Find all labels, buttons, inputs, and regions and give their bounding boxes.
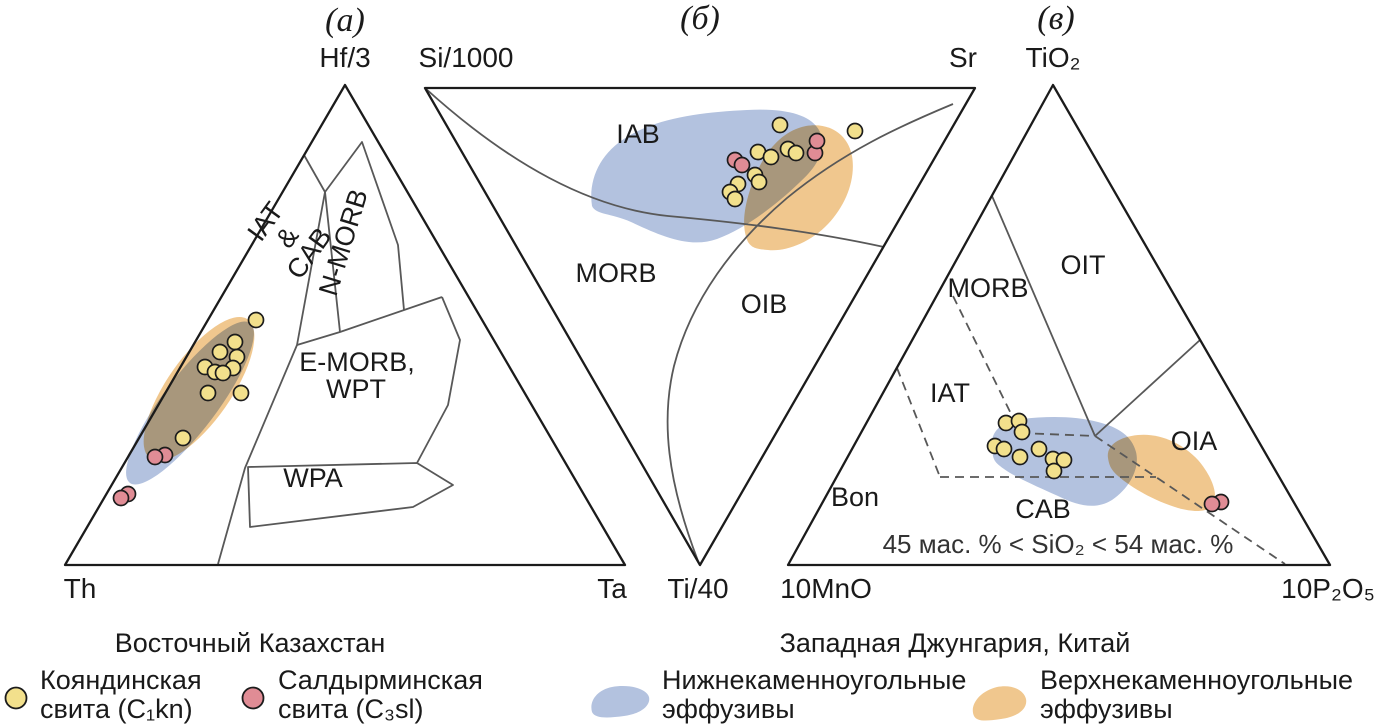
data-point xyxy=(1055,451,1073,469)
legend-swatch-kojandy-circle xyxy=(4,686,28,710)
sio2-range-note: 45 мас. % < SiO₂ < 54 мас. % xyxy=(883,529,1234,559)
axis-label-si1000: Si/1000 xyxy=(419,42,514,73)
iab-boundary-curve xyxy=(424,87,885,248)
morb-oib-boundary-curve xyxy=(666,103,954,562)
legend-label: Кояндинская xyxy=(40,665,202,695)
legend-item-lower-carboniferous: Нижнекаменноугольные эффузивы xyxy=(591,665,966,724)
data-point xyxy=(1045,462,1063,480)
data-point xyxy=(750,173,768,191)
triangle-outline-b xyxy=(423,86,977,567)
data-point xyxy=(1030,440,1048,458)
axis-label-tio2: TiO₂ xyxy=(1026,42,1081,73)
boundary-line xyxy=(324,141,405,311)
boundary-line xyxy=(416,296,461,464)
field-label-e-morb: E-MORB, xyxy=(299,347,415,377)
boundary-line xyxy=(217,191,326,565)
iat-cab-dashed-boundary xyxy=(1019,432,1096,437)
axis-label-th: Th xyxy=(64,573,97,604)
legend-label: эффузивы xyxy=(662,694,795,724)
panel-v-title: (в) xyxy=(1037,0,1074,37)
oit-oia-boundary xyxy=(1094,339,1201,437)
ternary-panel-a: (а) Hf/3 Th Ta IAT & CAB N-MORB E-MORB, … xyxy=(64,2,628,604)
data-point xyxy=(211,343,229,361)
data-points-b-saldyrma xyxy=(726,132,826,174)
data-point xyxy=(808,132,826,150)
data-point xyxy=(726,190,744,208)
triangle-outline-v xyxy=(786,83,1332,567)
field-label-cab: CAB xyxy=(1015,494,1071,524)
data-point xyxy=(733,156,751,174)
legend-label: свита (C₁kn) xyxy=(40,694,193,724)
data-point xyxy=(771,116,789,134)
ternary-panel-b: (б) Si/1000 Sr Ti/40 IAB MORB OIB xyxy=(419,0,977,604)
cab-oia-dashed-boundary xyxy=(1094,435,1286,565)
axis-label-10p2o5: 10P₂O₅ xyxy=(1281,573,1375,604)
data-point xyxy=(1203,495,1221,513)
legend-item-kojandy: Кояндинская свита (C₁kn) xyxy=(4,665,202,724)
field-label-oib: OIB xyxy=(741,289,788,319)
triangle-outline-a xyxy=(63,83,627,567)
region-title-west-junggar: Западная Джунгария, Китай xyxy=(780,628,1131,658)
data-point xyxy=(1013,423,1031,441)
data-points-v-saldyrma xyxy=(1203,493,1230,513)
legend: Кояндинская свита (C₁kn) Салдырминская с… xyxy=(4,665,1353,724)
data-points-a-kojandy xyxy=(174,311,265,447)
data-point xyxy=(214,364,232,382)
morb-iat-dashed-boundary xyxy=(952,295,1021,433)
data-point xyxy=(226,333,244,351)
field-label-morb-b: MORB xyxy=(576,258,657,288)
axis-label-ti40: Ti/40 xyxy=(667,573,728,604)
field-label-oia: OIA xyxy=(1171,426,1218,456)
data-point xyxy=(112,489,130,507)
field-label-wpt: WPT xyxy=(326,374,386,404)
legend-swatch-blue-blob xyxy=(591,686,650,718)
field-label-morb-v: MORB xyxy=(948,273,1029,303)
data-point xyxy=(146,448,164,466)
legend-label: Верхнекаменноугольные xyxy=(1040,665,1353,695)
axis-label-sr: Sr xyxy=(949,42,977,73)
field-label-wpa: WPA xyxy=(283,463,343,493)
legend-label: Салдырминская xyxy=(278,665,483,695)
panel-a-title: (а) xyxy=(325,2,365,39)
legend-label: свита (C₃sl) xyxy=(278,694,423,724)
data-points-b-kojandy xyxy=(721,116,864,208)
region-title-east-kazakhstan: Восточный Казахстан xyxy=(115,628,386,658)
boundary-line xyxy=(296,296,443,346)
data-points-a-saldyrma xyxy=(112,446,174,507)
data-points-v-kojandy xyxy=(986,412,1073,480)
legend-label: Нижнекаменноугольные xyxy=(662,665,966,695)
data-point xyxy=(762,148,780,166)
axis-label-ta: Ta xyxy=(597,573,627,604)
wpa-field-outline xyxy=(247,462,454,528)
boundary-line xyxy=(303,154,326,193)
legend-swatch-orange-blob xyxy=(972,686,1027,721)
field-label-bon: Bon xyxy=(831,482,879,512)
legend-swatch-saldyrma-circle xyxy=(241,686,265,710)
ternary-panel-v: (в) TiO₂ 10MnO 10P₂O₅ MORB OIT IAT Bon C… xyxy=(780,0,1375,604)
legend-item-saldyrma: Салдырминская свита (C₃sl) xyxy=(241,665,483,724)
data-point xyxy=(787,144,805,162)
axis-label-10mno: 10MnO xyxy=(780,573,872,604)
field-label-iab: IAB xyxy=(616,119,660,149)
panel-b-title: (б) xyxy=(680,0,720,37)
data-point xyxy=(199,384,217,402)
data-point xyxy=(995,440,1013,458)
data-point xyxy=(247,311,265,329)
data-point xyxy=(174,429,192,447)
region-upper-carboniferous-v xyxy=(1107,434,1216,511)
boundary-line xyxy=(324,191,341,333)
axis-label-hf3: Hf/3 xyxy=(319,42,370,73)
iat-bon-dashed-boundary xyxy=(896,367,941,478)
field-label-oit: OIT xyxy=(1061,250,1106,280)
data-point xyxy=(232,384,250,402)
legend-item-upper-carboniferous: Верхнекаменноугольные эффузивы xyxy=(972,665,1353,724)
legend-label: эффузивы xyxy=(1040,694,1173,724)
field-label-iat: IAT xyxy=(930,378,970,408)
morb-oit-boundary xyxy=(991,195,1096,437)
data-point xyxy=(1011,448,1029,466)
data-point xyxy=(846,122,864,140)
